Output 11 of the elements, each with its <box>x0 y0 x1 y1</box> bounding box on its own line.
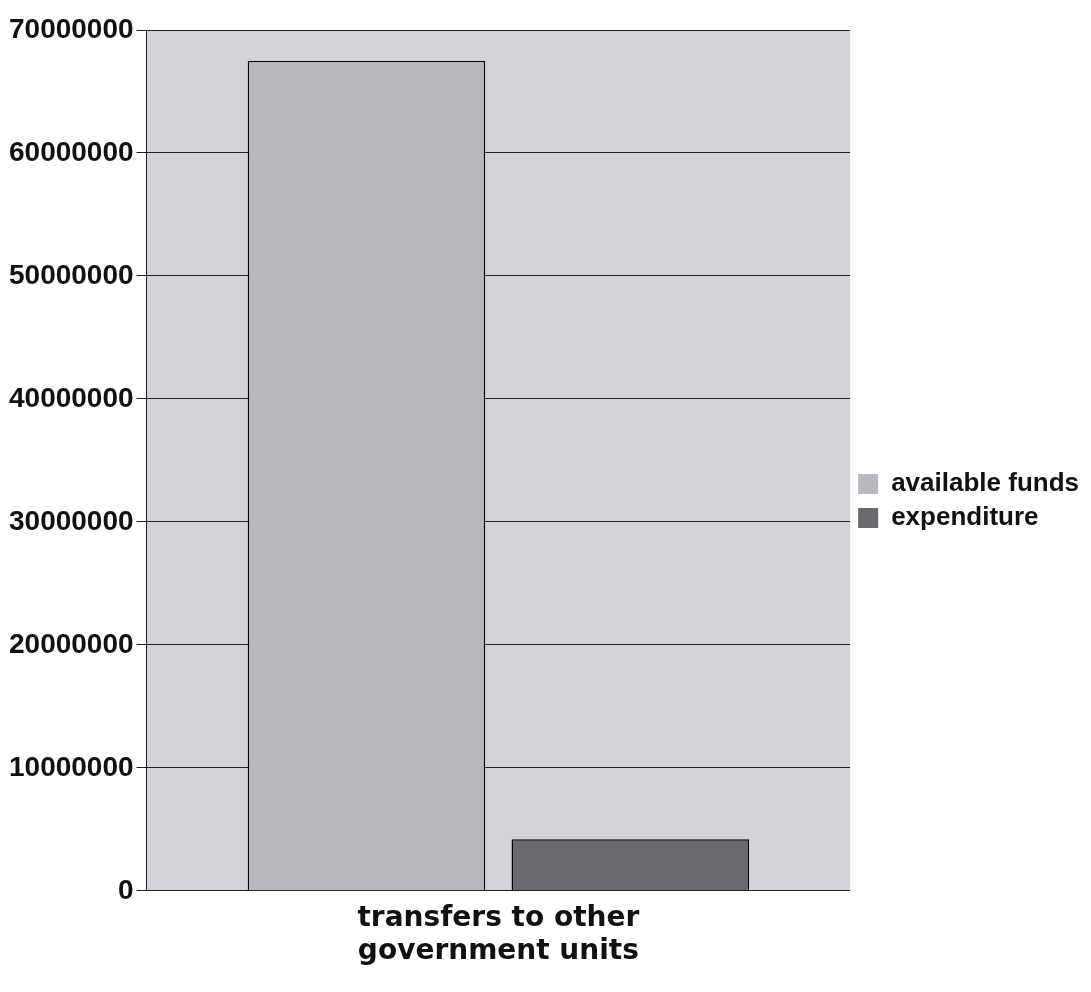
y-tick-label: 20000000 <box>9 627 134 659</box>
y-tick-label: 70000000 <box>9 12 134 44</box>
y-tick-label: 10000000 <box>9 750 134 782</box>
y-tick-label: 0 <box>118 873 134 905</box>
y-tick-label: 50000000 <box>9 258 134 290</box>
y-tick-label: 40000000 <box>9 381 134 413</box>
legend-label: available funds <box>891 467 1079 498</box>
x-tick-label: transfers to other government units <box>357 899 640 967</box>
y-tick-label: 30000000 <box>9 504 134 536</box>
legend-label: expenditure <box>891 501 1039 532</box>
y-tick-label: 60000000 <box>9 135 134 167</box>
